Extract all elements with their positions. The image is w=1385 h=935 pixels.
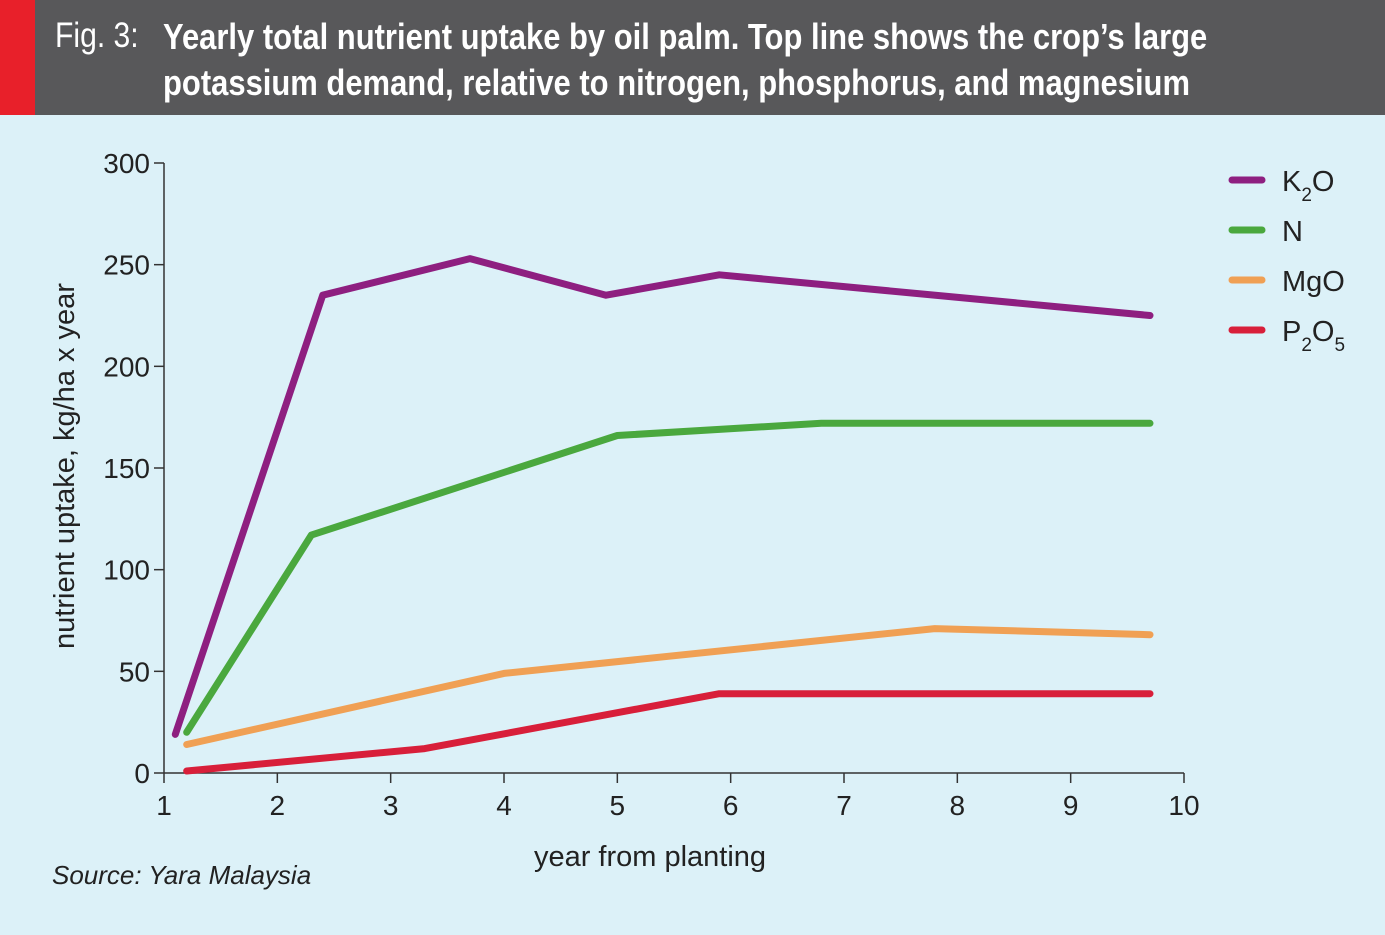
- series-line-n: [183, 419, 1154, 736]
- chart-axes: 0 50 100 150 200 250 300 1 2 3 4 5 6 7 8 9 10: [103, 148, 1199, 821]
- x-tick-label: 2: [270, 790, 286, 821]
- y-tick-label: 200: [103, 351, 150, 382]
- figure-title-line-1: Yearly total nutrient uptake by oil palm…: [163, 16, 1208, 57]
- x-tick-label: 7: [836, 790, 852, 821]
- series-line-k2o: [171, 255, 1154, 738]
- figure-title-line-2: potassium demand, relative to nitrogen, …: [163, 62, 1190, 103]
- legend-label-n: N: [1282, 216, 1303, 248]
- x-tick-label: 1: [156, 790, 172, 821]
- y-axis-title: nutrient uptake, kg/ha x year: [49, 283, 81, 649]
- y-tick-label: 50: [119, 656, 150, 687]
- source-note: Source: Yara Malaysia: [52, 860, 312, 890]
- figure-header: [0, 0, 1385, 115]
- header-accent-tab: [0, 0, 35, 115]
- legend-label-k2o: K2O: [1282, 166, 1334, 206]
- x-tick-label: 5: [610, 790, 626, 821]
- x-tick-label: 9: [1063, 790, 1079, 821]
- legend-label-mgo: MgO: [1282, 266, 1345, 298]
- y-tick-label: 100: [103, 555, 150, 586]
- x-tick-label: 10: [1168, 790, 1199, 821]
- x-axis-title: year from planting: [534, 841, 766, 873]
- x-tick-label: 6: [723, 790, 739, 821]
- x-tick-label: 3: [383, 790, 399, 821]
- legend-label-p2o5: P2O5: [1282, 316, 1345, 356]
- x-tick-label: 8: [950, 790, 966, 821]
- y-tick-label: 250: [103, 250, 150, 281]
- chart-legend: K2O N MgO P2O5: [1228, 166, 1345, 356]
- x-tick-label: 4: [496, 790, 512, 821]
- y-tick-label: 300: [103, 148, 150, 179]
- series-line-p2o5: [183, 690, 1154, 775]
- y-tick-label: 150: [103, 453, 150, 484]
- figure-title: Yearly total nutrient uptake by oil palm…: [163, 14, 1238, 106]
- y-tick-label: 0: [134, 758, 150, 789]
- series-line-mgo: [183, 625, 1154, 748]
- chart-series: [171, 255, 1154, 775]
- figure-number: Fig. 3:: [55, 16, 139, 55]
